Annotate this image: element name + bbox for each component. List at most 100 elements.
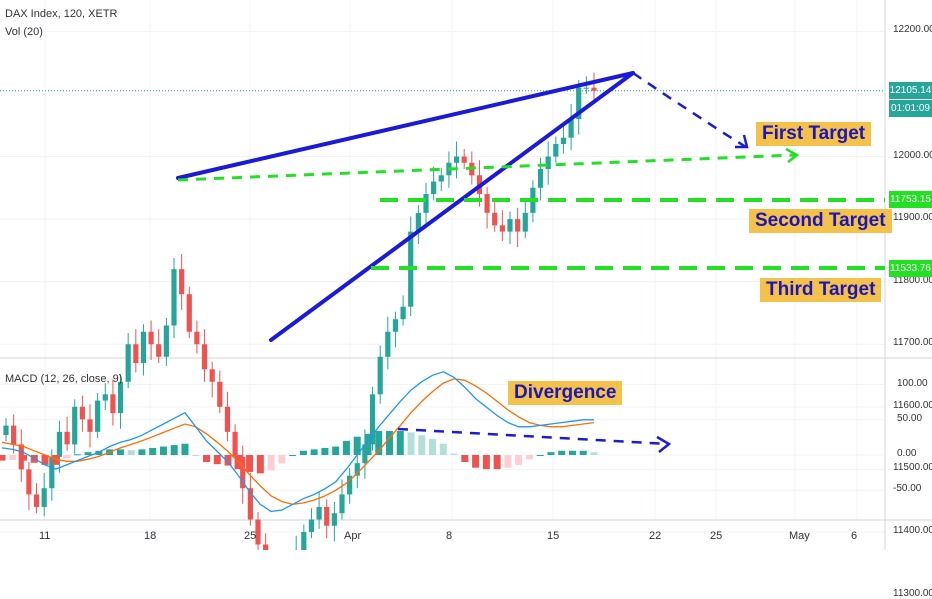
candle-body — [209, 369, 215, 382]
candle-body — [140, 331, 147, 364]
candle-body — [537, 169, 544, 188]
candle-body — [102, 394, 108, 401]
candle-body — [33, 494, 40, 507]
candle-body — [72, 406, 78, 445]
candle-body — [515, 219, 521, 232]
candle-body — [179, 269, 185, 295]
first-target-line — [177, 153, 796, 182]
candle-body — [186, 294, 192, 332]
price-tick-label: 12200.00 — [893, 24, 932, 36]
macd-histogram-bar — [192, 455, 200, 456]
macd-histogram-bar — [73, 454, 81, 456]
macd-histogram-bar — [461, 455, 469, 463]
candle-body — [331, 513, 337, 526]
divergence-arrowhead — [656, 435, 672, 453]
projection-arrow — [632, 71, 747, 149]
price-tick-label: 11600.00 — [893, 399, 932, 411]
candle-body — [240, 456, 246, 489]
macd-histogram-bar — [332, 446, 340, 455]
macd-histogram-bar — [482, 455, 490, 470]
candle-body — [461, 156, 467, 163]
candle-body — [194, 331, 200, 345]
candle-body — [41, 488, 47, 507]
macd-histogram-bar — [170, 445, 178, 455]
candle-body — [522, 212, 528, 232]
third-level-badge: 11533.76 — [889, 260, 932, 277]
macd-histogram-bar — [0, 455, 6, 461]
macd-histogram-bar — [558, 450, 566, 455]
candle-body — [423, 194, 429, 213]
time-tick-label: 22 — [649, 530, 662, 542]
candle-body — [354, 463, 360, 476]
candle-body — [339, 494, 345, 514]
candle-body — [431, 181, 437, 195]
candle-body — [492, 212, 498, 226]
candle-body — [163, 325, 169, 357]
price-tick-label: 11500.00 — [893, 462, 932, 474]
macd-histogram-bar — [52, 455, 60, 465]
macd-histogram-bar — [149, 447, 157, 455]
candle-body — [369, 394, 376, 445]
macd-histogram-bar — [289, 455, 297, 456]
macd-histogram-bar — [385, 431, 393, 455]
candle-body — [324, 506, 330, 526]
candle-body — [49, 456, 55, 489]
macd-histogram-bar — [224, 455, 232, 466]
candle-body — [545, 156, 551, 170]
macd-histogram-bar — [579, 450, 587, 455]
candle-body — [95, 400, 101, 432]
candle-body — [247, 488, 253, 520]
macd-histogram-bar — [504, 455, 512, 468]
candle-body — [87, 419, 93, 432]
macd-histogram-bar — [41, 455, 49, 465]
macd-histogram-bar — [536, 455, 544, 456]
candle-body — [263, 544, 269, 570]
macd-histogram-bar — [267, 455, 275, 471]
wedge-lower-line — [269, 71, 635, 342]
macd-histogram-bar — [364, 433, 372, 455]
candle-body — [453, 156, 460, 163]
macd-label: MACD (12, 26, close, 9) — [5, 373, 123, 385]
second-level-badge: 11753.15 — [889, 191, 932, 208]
candle-body — [583, 87, 589, 89]
candle-body — [125, 344, 131, 382]
macd-tick-label: -50.00 — [893, 483, 922, 495]
candle-body — [255, 519, 261, 545]
macd-histogram-bar — [493, 455, 501, 470]
time-tick-label: Apr — [344, 530, 362, 542]
candle-body — [415, 212, 421, 232]
time-tick-label: 11 — [39, 530, 51, 542]
last-price-badge: 12105.14 — [889, 82, 932, 99]
candle-body — [148, 331, 154, 345]
macd-histogram-bar — [472, 455, 480, 468]
macd-histogram-bar — [396, 431, 404, 455]
candle-body — [171, 269, 177, 326]
price-tick-label: 12000.00 — [893, 149, 932, 161]
macd-histogram-bar — [418, 435, 426, 455]
macd-histogram-bar — [84, 452, 92, 455]
time-tick-label: 25 — [244, 530, 257, 542]
price-tick-label: 11300.00 — [893, 587, 932, 599]
candle-body — [79, 406, 85, 420]
candle-body — [217, 381, 223, 407]
macd-histogram-bar — [547, 452, 555, 455]
candle-body — [56, 431, 63, 457]
time-tick-label: 25 — [710, 530, 723, 542]
candle-body — [347, 475, 353, 495]
macd-histogram-bar — [116, 449, 124, 455]
macd-histogram-bar — [525, 455, 533, 460]
macd-histogram-bar — [20, 455, 28, 461]
macd-tick-label: 50.00 — [897, 412, 923, 424]
candle-body — [553, 143, 559, 157]
macd-histogram-bar — [590, 452, 598, 455]
candle-body — [224, 406, 231, 432]
macd-histogram-bar — [63, 455, 71, 459]
candle-body — [308, 519, 315, 532]
second-target-label: Second Target — [749, 209, 892, 233]
time-tick-label: 6 — [851, 530, 858, 542]
countdown-badge: 01:01:09 — [889, 100, 932, 117]
macd-histogram-bar — [246, 455, 254, 472]
time-tick-label: 18 — [144, 530, 157, 542]
candle-body — [133, 344, 139, 364]
price-tick-label: 11800.00 — [893, 274, 932, 286]
